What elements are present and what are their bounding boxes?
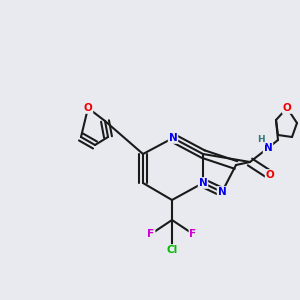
Text: H: H [257,136,265,145]
Text: O: O [266,170,274,180]
Text: Cl: Cl [167,245,178,255]
Text: O: O [283,103,291,113]
Text: N: N [169,133,177,143]
Text: N: N [218,187,226,197]
Text: O: O [84,103,92,113]
Text: F: F [147,229,155,239]
Text: F: F [189,229,197,239]
Text: N: N [264,143,272,153]
Text: N: N [199,178,207,188]
